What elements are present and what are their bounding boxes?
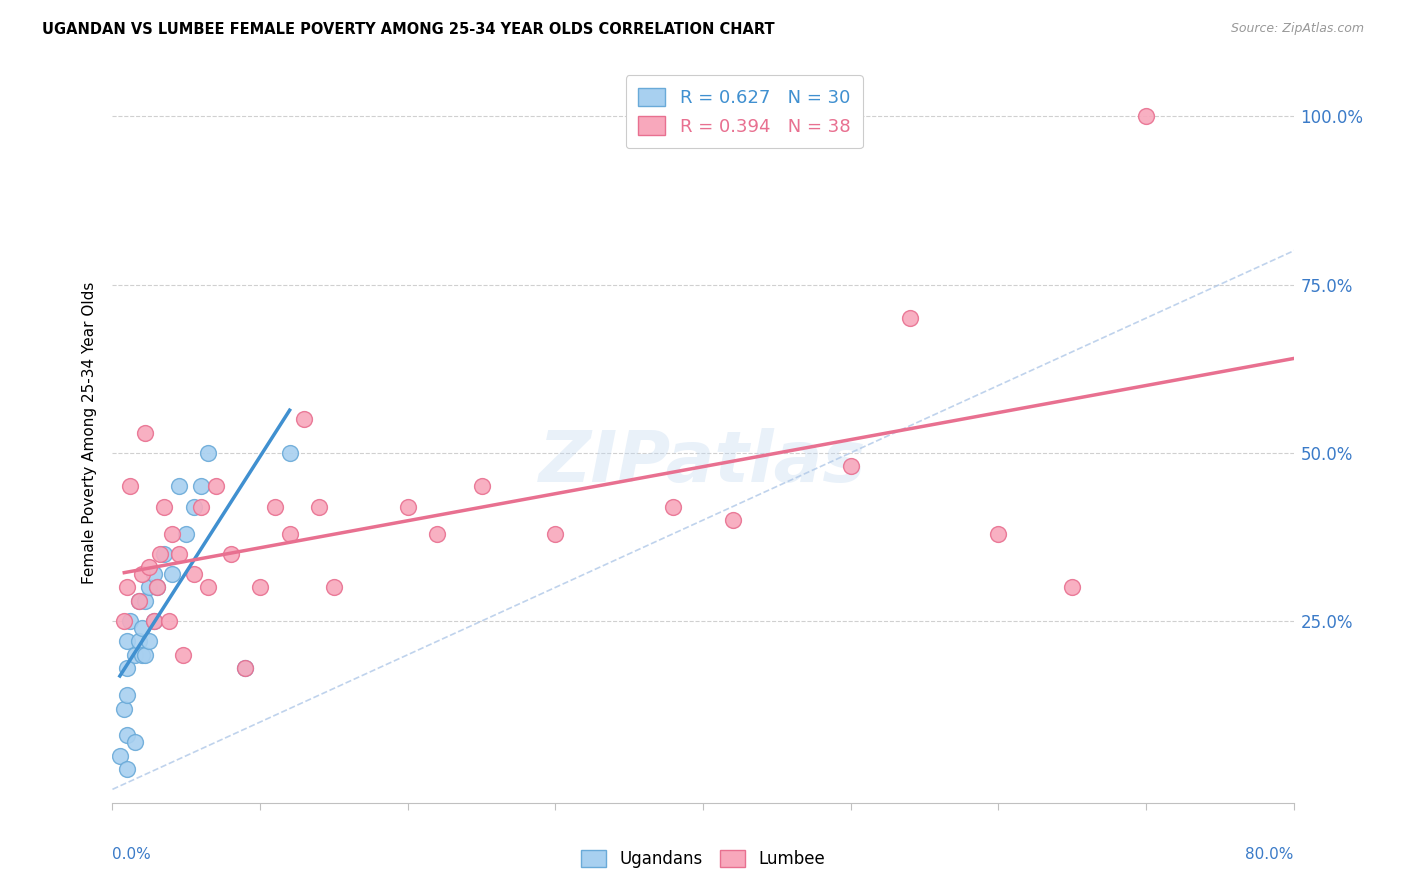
Point xyxy=(1135,109,1157,123)
Point xyxy=(117,581,138,595)
Point xyxy=(134,648,156,662)
Point xyxy=(117,762,138,776)
Point xyxy=(264,500,287,514)
Point xyxy=(167,479,190,493)
Point xyxy=(470,479,494,493)
Point xyxy=(117,634,138,648)
Point xyxy=(146,581,169,595)
Point xyxy=(117,729,138,743)
Point xyxy=(183,500,205,514)
Point xyxy=(323,581,346,595)
Point xyxy=(233,661,256,675)
Point xyxy=(128,594,150,608)
Point xyxy=(205,479,228,493)
Point xyxy=(124,648,146,662)
Point xyxy=(117,661,138,675)
Point xyxy=(721,513,744,527)
Point xyxy=(108,748,131,763)
Point xyxy=(112,614,135,628)
Point xyxy=(131,648,153,662)
Point xyxy=(142,614,165,628)
Point xyxy=(233,661,256,675)
Point xyxy=(190,500,212,514)
Point xyxy=(278,526,301,541)
Point xyxy=(138,634,160,648)
Point xyxy=(197,446,219,460)
Point xyxy=(134,594,156,608)
Text: 0.0%: 0.0% xyxy=(112,847,152,863)
Legend: R = 0.627   N = 30, R = 0.394   N = 38: R = 0.627 N = 30, R = 0.394 N = 38 xyxy=(626,75,863,148)
Point xyxy=(1062,581,1084,595)
Text: ZIPatlas: ZIPatlas xyxy=(540,428,866,497)
Point xyxy=(426,526,449,541)
Point xyxy=(131,621,153,635)
Point xyxy=(120,614,142,628)
Point xyxy=(134,425,156,440)
Point xyxy=(128,594,150,608)
Point xyxy=(544,526,567,541)
Point xyxy=(197,581,219,595)
Point xyxy=(308,500,330,514)
Point xyxy=(190,479,212,493)
Y-axis label: Female Poverty Among 25-34 Year Olds: Female Poverty Among 25-34 Year Olds xyxy=(82,282,97,583)
Point xyxy=(167,547,190,561)
Point xyxy=(120,479,142,493)
Point xyxy=(146,581,169,595)
Point xyxy=(153,500,176,514)
Point xyxy=(278,446,301,460)
Point xyxy=(138,581,160,595)
Point xyxy=(249,581,271,595)
Point xyxy=(396,500,419,514)
Point xyxy=(160,526,183,541)
Point xyxy=(183,566,205,581)
Text: Source: ZipAtlas.com: Source: ZipAtlas.com xyxy=(1230,22,1364,36)
Point xyxy=(662,500,685,514)
Point xyxy=(128,634,150,648)
Point xyxy=(124,735,146,749)
Point xyxy=(839,459,862,474)
Legend: Ugandans, Lumbee: Ugandans, Lumbee xyxy=(575,843,831,875)
Point xyxy=(149,547,172,561)
Text: UGANDAN VS LUMBEE FEMALE POVERTY AMONG 25-34 YEAR OLDS CORRELATION CHART: UGANDAN VS LUMBEE FEMALE POVERTY AMONG 2… xyxy=(42,22,775,37)
Point xyxy=(138,560,160,574)
Point xyxy=(112,701,135,715)
Point xyxy=(131,566,153,581)
Point xyxy=(172,648,194,662)
Point xyxy=(142,566,165,581)
Point xyxy=(142,614,165,628)
Point xyxy=(117,688,138,702)
Point xyxy=(987,526,1010,541)
Point xyxy=(898,311,921,326)
Point xyxy=(153,547,176,561)
Point xyxy=(157,614,180,628)
Point xyxy=(174,526,197,541)
Point xyxy=(292,412,315,426)
Point xyxy=(160,566,183,581)
Text: 80.0%: 80.0% xyxy=(1246,847,1294,863)
Point xyxy=(219,547,242,561)
